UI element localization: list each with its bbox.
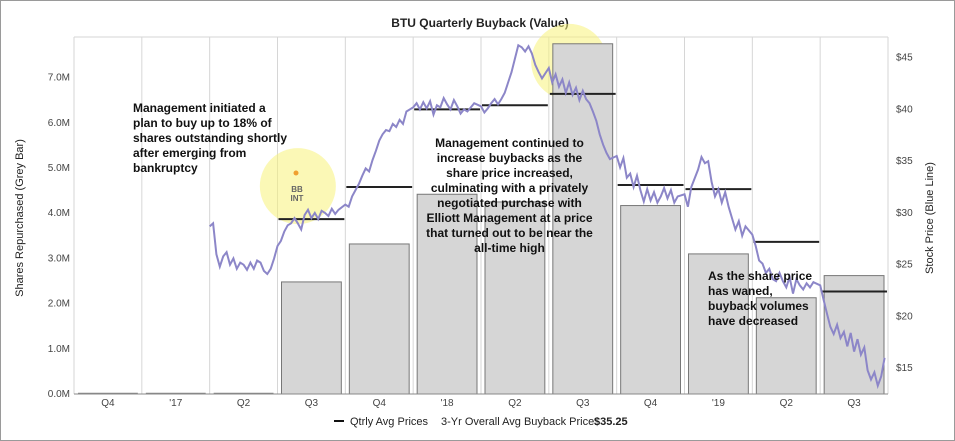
y-tick-label: 0.0M	[48, 389, 70, 400]
y2-tick-label: $45	[896, 53, 913, 64]
bar	[552, 43, 614, 395]
bar	[281, 281, 342, 395]
annotation-initiated: Management initiated a plan to buy up to…	[133, 101, 288, 175]
bar	[348, 243, 410, 395]
y2-tick-label: $35	[896, 156, 913, 167]
annotation-waned: As the share price has waned, buyback vo…	[708, 269, 813, 328]
y2-axis-title: Stock Price (Blue Line)	[924, 162, 936, 274]
legend-label: Qtrly Avg Prices	[350, 416, 429, 428]
x-tick-label: Q4	[644, 398, 658, 409]
x-axis-ticks: Q4 '17 Q2 Q3 Q4 '18 Q2 Q3 Q4 '19 Q2 Q3	[101, 398, 861, 409]
x-tick-label: Q3	[847, 398, 861, 409]
y-axis-ticks: 0.0M 1.0M 2.0M 3.0M 4.0M 5.0M 6.0M 7.0M	[48, 73, 70, 400]
x-tick-label: '18	[441, 398, 454, 409]
y2-tick-label: $40	[896, 104, 913, 115]
y-tick-label: 2.0M	[48, 299, 70, 310]
marker-dot	[293, 170, 299, 176]
y-tick-label: 1.0M	[48, 344, 70, 355]
bar	[620, 205, 682, 395]
y-tick-label: 7.0M	[48, 73, 70, 84]
y-axis-title: Shares Repurchased (Grey Bar)	[14, 139, 26, 297]
chart-title: BTU Quarterly Buyback (Value)	[391, 16, 568, 30]
x-tick-label: Q4	[373, 398, 387, 409]
marker-label-bb: BB	[291, 185, 303, 194]
legend-summary: 3-Yr Overall Avg Buyback Price:	[441, 416, 597, 428]
buyback-marker: BB INT	[291, 170, 304, 203]
highlight-circle	[259, 148, 336, 225]
x-tick-label: Q2	[780, 398, 794, 409]
bars-group	[78, 43, 885, 395]
bar	[416, 193, 478, 395]
price-line	[209, 43, 886, 390]
x-tick-label: Q4	[101, 398, 115, 409]
y-tick-label: 4.0M	[48, 208, 70, 219]
y2-axis-ticks: $15 $20 $25 $30 $35 $40 $45	[896, 53, 913, 374]
y2-tick-label: $25	[896, 260, 913, 271]
y2-tick-label: $30	[896, 208, 913, 219]
x-tick-label: '19	[712, 398, 725, 409]
x-tick-label: Q2	[508, 398, 522, 409]
legend: Qtrly Avg Prices 3-Yr Overall Avg Buybac…	[334, 416, 628, 428]
x-tick-label: '17	[169, 398, 182, 409]
bar	[755, 297, 817, 395]
marker-label-int: INT	[291, 194, 304, 203]
x-tick-label: Q2	[237, 398, 251, 409]
y-tick-label: 3.0M	[48, 253, 70, 264]
y2-tick-label: $20	[896, 311, 913, 322]
x-tick-label: Q3	[305, 398, 319, 409]
bar	[688, 253, 749, 395]
y-tick-label: 5.0M	[48, 163, 70, 174]
legend-summary-value: $35.25	[594, 416, 628, 428]
x-tick-label: Q3	[576, 398, 590, 409]
y-tick-label: 6.0M	[48, 118, 70, 129]
y2-tick-label: $15	[896, 363, 913, 374]
bar	[484, 201, 546, 395]
annotation-continued: Management continued to increase buyback…	[426, 136, 593, 255]
grid-lines	[73, 36, 889, 394]
